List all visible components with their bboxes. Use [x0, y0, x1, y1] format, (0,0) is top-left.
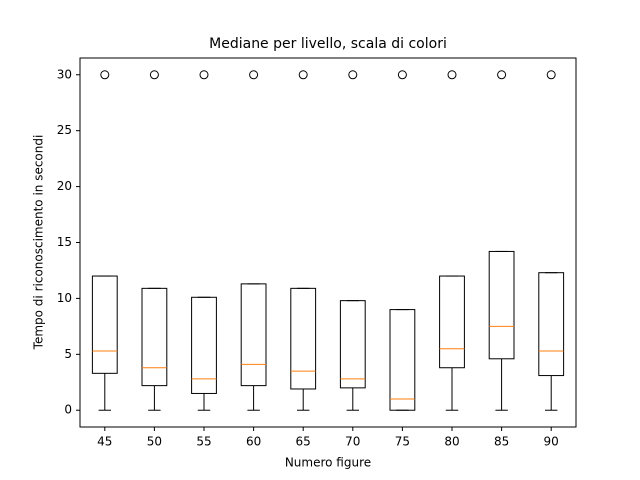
- box: [290, 287, 317, 390]
- chart-title: Mediane per livello, scala di colori: [209, 36, 447, 52]
- x-tick-label: 55: [196, 435, 211, 449]
- flier: [100, 70, 110, 80]
- flier: [497, 70, 507, 80]
- box: [339, 300, 366, 389]
- box: [439, 275, 465, 369]
- y-tick-label: 20: [57, 179, 72, 193]
- x-tick-label: 85: [494, 435, 509, 449]
- box: [240, 283, 267, 387]
- box: [488, 250, 515, 360]
- flier: [249, 70, 259, 80]
- x-tick-label: 45: [97, 435, 112, 449]
- y-tick-label: 25: [57, 123, 72, 137]
- flier: [149, 70, 159, 80]
- flier: [348, 70, 358, 80]
- flier: [199, 70, 209, 80]
- x-tick-label: 60: [246, 435, 261, 449]
- y-axis-label: Tempo di riconoscimento in secondi: [32, 135, 46, 351]
- flier: [447, 70, 457, 80]
- box: [91, 275, 118, 374]
- y-tick-label: 30: [57, 67, 72, 81]
- y-tick-label: 10: [57, 291, 72, 305]
- y-tick-label: 0: [64, 403, 72, 417]
- box: [141, 287, 168, 387]
- x-axis-label: Numero figure: [285, 456, 371, 470]
- x-tick-label: 70: [345, 435, 360, 449]
- flier: [546, 70, 556, 80]
- x-tick-label: 50: [147, 435, 162, 449]
- x-tick-label: 90: [544, 435, 559, 449]
- box: [389, 309, 416, 411]
- box: [538, 272, 565, 377]
- box: [191, 296, 217, 394]
- flier: [397, 70, 407, 80]
- x-tick-label: 80: [444, 435, 459, 449]
- x-tick-label: 75: [395, 435, 410, 449]
- y-tick-label: 15: [57, 235, 72, 249]
- y-tick-label: 5: [64, 347, 72, 361]
- x-tick-label: 65: [296, 435, 311, 449]
- flier: [298, 70, 308, 80]
